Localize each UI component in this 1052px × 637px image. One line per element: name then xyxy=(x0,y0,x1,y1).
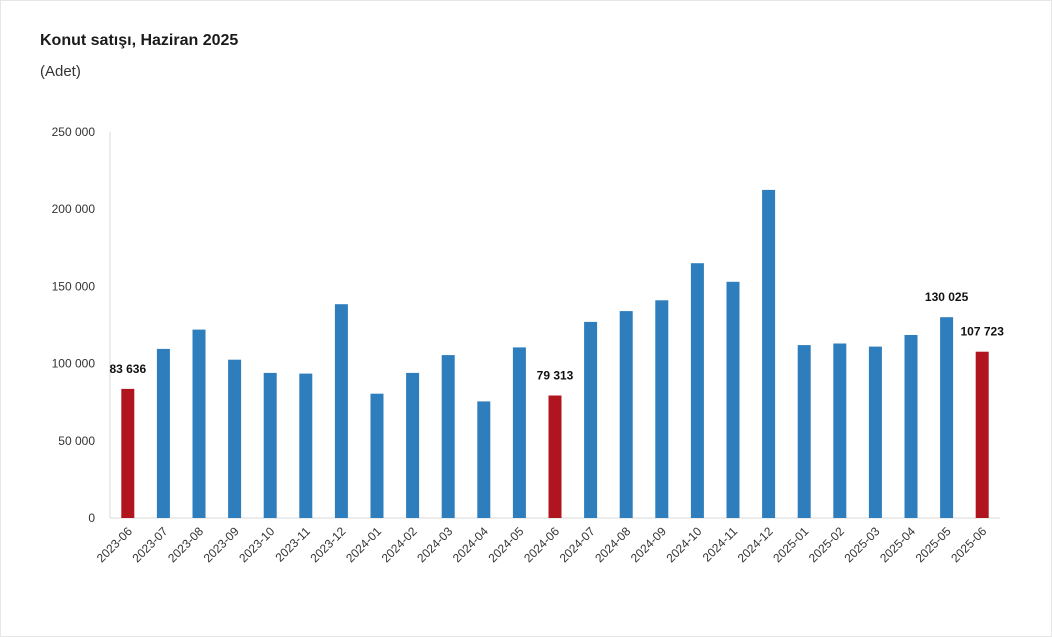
x-tick-label: 2023-12 xyxy=(307,524,348,565)
x-tick-label: 2025-01 xyxy=(770,524,811,565)
bar-2024-12 xyxy=(762,189,776,518)
data-label: 79 313 xyxy=(537,369,574,383)
bar-2024-11 xyxy=(726,281,740,518)
y-tick-label: 150 000 xyxy=(52,279,96,293)
bar-2024-09 xyxy=(655,300,669,518)
bar-2025-05 xyxy=(940,317,954,518)
x-tick-label: 2024-08 xyxy=(592,524,633,565)
x-tick-label: 2024-04 xyxy=(450,524,491,565)
chart-subtitle: (Adet) xyxy=(40,63,81,80)
bar-2024-01 xyxy=(370,393,384,518)
x-tick-label: 2024-10 xyxy=(663,524,704,565)
bar-2024-03 xyxy=(441,355,455,518)
bar-2023-10 xyxy=(263,372,277,518)
x-tick-label: 2024-03 xyxy=(414,524,455,565)
bar-2024-06 xyxy=(548,395,562,518)
x-tick-label: 2024-05 xyxy=(485,524,526,565)
x-tick-label: 2025-02 xyxy=(806,524,847,565)
x-tick-label: 2023-09 xyxy=(201,524,242,565)
x-tick-label: 2024-11 xyxy=(700,524,741,565)
x-tick-label: 2023-06 xyxy=(94,524,135,565)
bar-2025-01 xyxy=(797,345,811,518)
bar-2023-07 xyxy=(156,348,170,518)
y-tick-label: 250 000 xyxy=(52,125,96,139)
x-tick-label: 2025-05 xyxy=(913,524,954,565)
bar-2023-08 xyxy=(192,329,206,518)
x-tick-label: 2024-12 xyxy=(735,524,776,565)
x-tick-label: 2023-11 xyxy=(273,524,314,565)
bar-2023-09 xyxy=(228,359,242,518)
x-tick-label: 2024-06 xyxy=(521,524,562,565)
x-tick-label: 2024-01 xyxy=(343,524,384,565)
data-label: 107 723 xyxy=(961,325,1005,339)
bar-2024-10 xyxy=(690,263,704,518)
bar-2024-04 xyxy=(477,401,491,518)
bar-2025-06 xyxy=(975,351,989,518)
bar-2025-04 xyxy=(904,335,918,518)
data-label: 130 025 xyxy=(925,290,969,304)
x-tick-label: 2025-06 xyxy=(948,524,989,565)
y-tick-label: 200 000 xyxy=(52,202,96,216)
x-tick-label: 2024-02 xyxy=(379,524,420,565)
x-tick-label: 2023-10 xyxy=(236,524,277,565)
bar-2023-12 xyxy=(334,304,348,518)
bar-2024-05 xyxy=(512,347,526,518)
data-label: 83 636 xyxy=(109,362,146,376)
x-tick-label: 2024-09 xyxy=(628,524,669,565)
bar-2024-07 xyxy=(584,321,598,518)
x-tick-label: 2023-07 xyxy=(129,524,170,565)
x-tick-label: 2023-08 xyxy=(165,524,206,565)
bar-2023-11 xyxy=(299,373,313,518)
bar-2023-06 xyxy=(121,388,135,518)
y-tick-label: 100 000 xyxy=(52,357,96,371)
bar-2024-08 xyxy=(619,311,633,518)
bar-2025-02 xyxy=(833,343,847,518)
x-tick-label: 2025-04 xyxy=(877,524,918,565)
x-tick-label: 2025-03 xyxy=(841,524,882,565)
x-tick-label: 2024-07 xyxy=(557,524,598,565)
chart-title: Konut satışı, Haziran 2025 xyxy=(40,32,239,49)
bar-2025-03 xyxy=(868,346,882,518)
y-tick-label: 0 xyxy=(88,511,95,525)
bar-2024-02 xyxy=(406,372,420,518)
y-tick-label: 50 000 xyxy=(58,434,95,448)
